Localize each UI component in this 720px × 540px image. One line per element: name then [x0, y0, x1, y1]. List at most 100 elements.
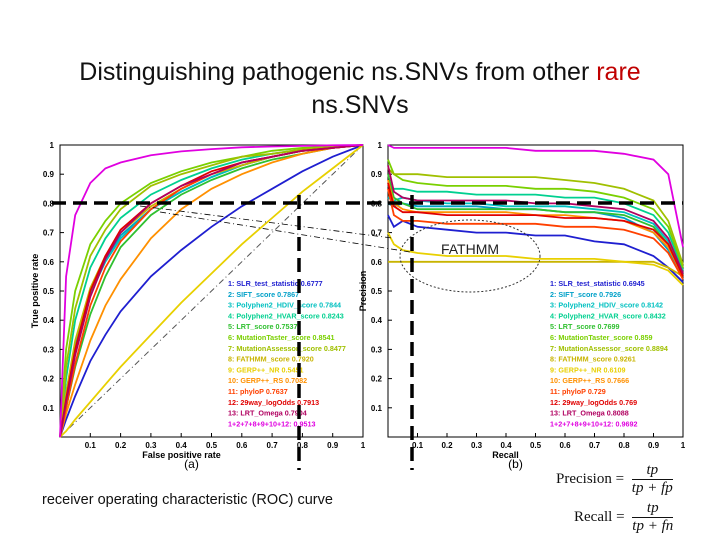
- pr-legend-entry: 3: Polyphen2_HDIV_score 0.8142: [550, 301, 663, 310]
- roc-series-line-10: [59, 144, 364, 438]
- roc-legend-entry: 5: LRT_score 0.7537: [228, 322, 298, 331]
- roc-x-tick-label: 0.9: [327, 441, 339, 450]
- fathmm-pointer-line-2: [159, 211, 411, 253]
- roc-legend-entry: 9: GERP++_NR 0.5451: [228, 365, 304, 374]
- roc-x-tick-label: 0.5: [206, 441, 218, 450]
- pr-y-tick-label: 1: [378, 141, 383, 150]
- fathmm-pointer-line-1: [139, 205, 393, 239]
- roc-legend-entry: 4: Polyphen2_HVAR_score 0.8243: [228, 311, 344, 320]
- pr-series-line-8: [388, 260, 684, 278]
- roc-x-tick-label: 0.1: [85, 441, 97, 450]
- pr-x-tick-label: 0.9: [648, 441, 660, 450]
- roc-y-tick-label: 0.3: [43, 345, 55, 354]
- title-highlight: rare: [596, 58, 641, 86]
- recall-denominator: tp + fn: [632, 518, 674, 534]
- roc-series-line-7: [59, 144, 364, 438]
- roc-x-tick-label: 0.6: [236, 441, 248, 450]
- pr-legend-entry: 5: LRT_score 0.7699: [550, 322, 620, 331]
- roc-legend-entry: 1: SLR_test_statistic 0.6777: [228, 279, 323, 288]
- roc-y-tick-label: 0.7: [43, 229, 55, 238]
- roc-x-tick-label: 0.8: [297, 441, 309, 450]
- roc-series-line-1: [59, 144, 364, 438]
- pr-x-tick-label: 0.6: [559, 441, 571, 450]
- roc-x-tick-label: 0.2: [115, 441, 127, 450]
- precision-formula-label: Precision =: [556, 471, 625, 487]
- pr-legend-entry: 2: SIFT_score 0.7926: [550, 290, 621, 299]
- pr-legend-entry: 6: MutationTaster_score 0.859: [550, 333, 653, 342]
- pr-x-axis-label: Recall: [492, 450, 519, 460]
- roc-chance-diagonal: [59, 144, 364, 438]
- pr-series-line-1: [387, 214, 684, 283]
- roc-legend-entry: 11: phyloP 0.7637: [228, 387, 288, 396]
- pr-series-line-4: [387, 185, 684, 271]
- pr-legend-entry: 12: 29way_logOdds 0.769: [550, 398, 637, 407]
- roc-y-tick-label: 0.5: [43, 287, 55, 296]
- recall-formula: Recall = tp tp + fn: [574, 500, 674, 535]
- pr-y-tick-label: 0.5: [371, 287, 383, 296]
- pr-x-tick-label: 0.1: [412, 441, 424, 450]
- pr-legend-entry: 1: SLR_test_statistic 0.6945: [550, 279, 645, 288]
- roc-x-tick-label: 0.3: [145, 441, 157, 450]
- roc-x-tick-label: 1: [361, 441, 366, 450]
- pr-y-tick-label: 0.7: [371, 229, 383, 238]
- roc-y-tick-label: 0.1: [43, 404, 55, 413]
- pr-series-line-11: [387, 188, 684, 280]
- precision-denominator: tp + fp: [631, 480, 673, 496]
- roc-x-axis-label: False positive rate: [142, 450, 221, 460]
- title-text: Distinguishing pathogenic ns.SNVs from o…: [79, 58, 597, 86]
- pr-legend-entry: 9: GERP++_NR 0.6109: [550, 365, 626, 374]
- pr-legend-entry: 1+2+7+8+9+10+12: 0.9692: [550, 419, 638, 428]
- pr-y-tick-label: 0.4: [371, 316, 383, 325]
- roc-series-line-13: [59, 144, 364, 438]
- roc-legend-entry: 7: MutationAssessor_score 0.8477: [228, 344, 346, 353]
- roc-y-tick-label: 0.8: [43, 199, 55, 208]
- roc-legend-entry: 8: FATHMM_score 0.7920: [228, 355, 314, 364]
- title-text-line2: ns.SNVs: [311, 91, 409, 119]
- roc-series-line-6: [59, 144, 364, 438]
- pr-series-line-6: [387, 159, 684, 268]
- pr-series-line-5: [387, 173, 684, 277]
- pr-y-tick-label: 0.6: [371, 258, 383, 267]
- roc-y-tick-label: 0.9: [43, 170, 55, 179]
- pr-series-line-14: [387, 144, 684, 248]
- pr-panel-label: (b): [508, 457, 523, 471]
- fathmm-callout-label: FATHMM: [441, 241, 499, 257]
- roc-y-tick-label: 1: [50, 141, 55, 150]
- pr-series-line-10: [387, 179, 684, 277]
- pr-y-axis-label: Precision: [358, 271, 368, 312]
- recall-numerator: tp: [632, 500, 674, 518]
- pr-series-line-9: [387, 232, 684, 286]
- roc-legend-entry: 12: 29way_logOdds 0.7913: [228, 398, 319, 407]
- roc-legend-entry: 10: GERP++_RS 0.7082: [228, 376, 307, 385]
- pr-legend-entry: 7: MutationAssessor_score 0.8894: [550, 344, 668, 353]
- pr-legend-entry: 4: Polyphen2_HVAR_score 0.8432: [550, 311, 666, 320]
- recall-formula-label: Recall =: [574, 509, 625, 525]
- roc-y-axis-label: True positive rate: [30, 254, 40, 329]
- pr-series-line-12: [387, 182, 684, 277]
- pr-legend-entry: 11: phyloP 0.729: [550, 387, 606, 396]
- pr-x-tick-label: 0.2: [441, 441, 453, 450]
- roc-legend-entry: 2: SIFT_score 0.7867: [228, 290, 299, 299]
- roc-x-tick-label: 0.4: [176, 441, 188, 450]
- pr-legend-entry: 13: LRT_Omega 0.8088: [550, 409, 629, 418]
- roc-legend-entry: 3: Polyphen2_HDIV_score 0.7844: [228, 301, 341, 310]
- pr-y-tick-label: 0.3: [371, 345, 383, 354]
- roc-y-tick-label: 0.4: [43, 316, 55, 325]
- roc-y-tick-label: 0.2: [43, 375, 55, 384]
- fathmm-callout-ellipse: [399, 219, 541, 293]
- roc-legend-entry: 1+2+7+8+9+10+12: 0.9513: [228, 419, 316, 428]
- pr-x-tick-label: 0.5: [530, 441, 542, 450]
- roc-panel-label: (a): [184, 457, 199, 471]
- roc-x-tick-label: 0.7: [267, 441, 279, 450]
- roc-legend-entry: 13: LRT_Omega 0.7904: [228, 409, 307, 418]
- pr-x-tick-label: 1: [681, 441, 686, 450]
- pr-y-tick-label: 0.1: [371, 404, 383, 413]
- pr-y-tick-label: 0.9: [371, 170, 383, 179]
- pr-x-tick-label: 0.3: [471, 441, 483, 450]
- slide-title: Distinguishing pathogenic ns.SNVs from o…: [40, 56, 680, 122]
- pr-legend-entry: 10: GERP++_RS 0.7666: [550, 376, 629, 385]
- pr-y-tick-label: 0.2: [371, 375, 383, 384]
- pr-x-tick-label: 0.8: [618, 441, 630, 450]
- recall-fraction: tp tp + fn: [632, 500, 674, 535]
